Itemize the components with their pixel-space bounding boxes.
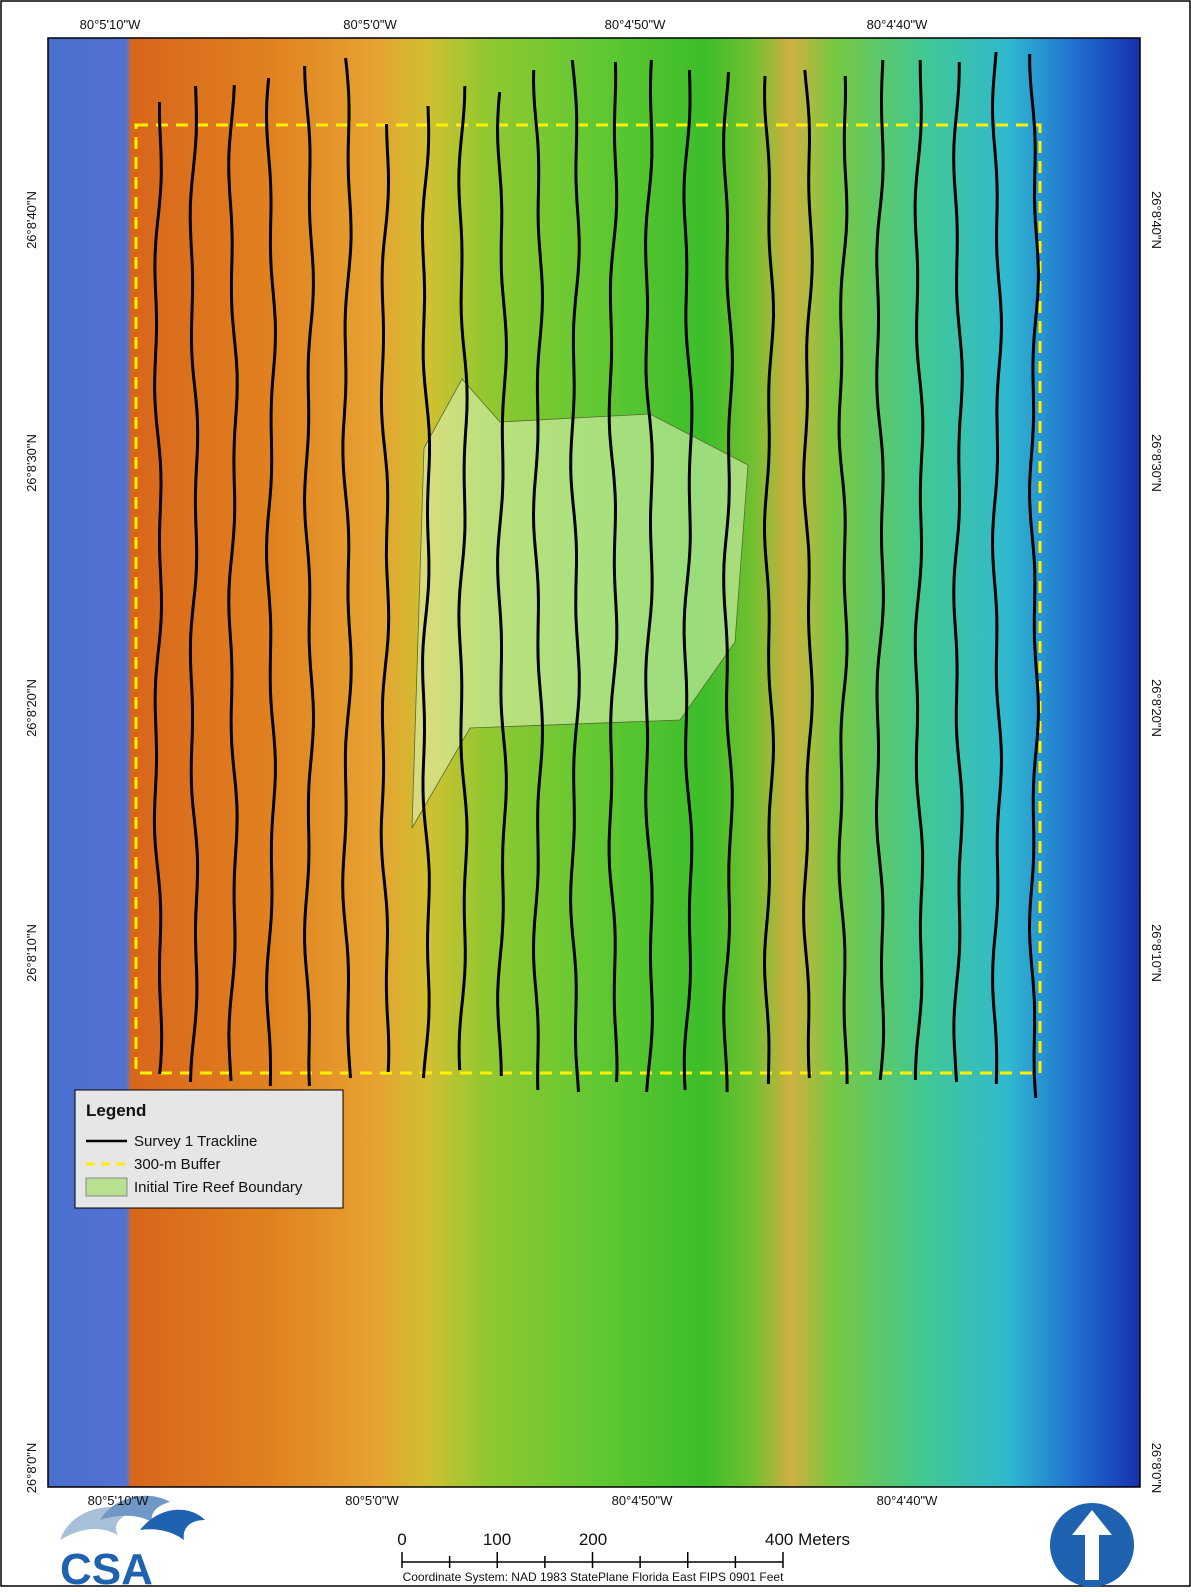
longitude-label: 80°4'40"W bbox=[867, 17, 928, 32]
legend-item: 300-m Buffer bbox=[134, 1156, 220, 1173]
scale-label: 200 bbox=[579, 1530, 607, 1549]
legend-title: Legend bbox=[86, 1101, 146, 1120]
latitude-label: 26°8'20"N bbox=[24, 679, 39, 737]
map-area bbox=[48, 38, 1140, 1487]
longitude-label: 80°4'40"W bbox=[877, 1493, 938, 1508]
map-page: Legend Survey 1 Trackline 300-m Buffer I… bbox=[0, 0, 1191, 1587]
latitude-label: 26°8'40"N bbox=[1149, 191, 1164, 249]
latitude-label: 26°8'10"N bbox=[24, 924, 39, 982]
scale-label: 0 bbox=[397, 1530, 406, 1549]
legend-item: Survey 1 Trackline bbox=[134, 1133, 257, 1150]
legend-reef-symbol bbox=[86, 1178, 127, 1196]
scale-label: 400 Meters bbox=[765, 1530, 850, 1549]
north-arrow bbox=[1050, 1503, 1134, 1587]
latitude-label: 26°8'40"N bbox=[24, 191, 39, 249]
coordinate-system: Coordinate System: NAD 1983 StatePlane F… bbox=[403, 1570, 785, 1584]
latitude-label: 26°8'0"N bbox=[24, 1443, 39, 1494]
longitude-label: 80°4'50"W bbox=[612, 1493, 673, 1508]
bathymetry bbox=[48, 38, 1140, 1487]
longitude-label: 80°5'0"W bbox=[343, 17, 397, 32]
latitude-label: 26°8'20"N bbox=[1149, 679, 1164, 737]
latitude-label: 26°8'30"N bbox=[1149, 434, 1164, 492]
latitude-label: 26°8'10"N bbox=[1149, 924, 1164, 982]
legend-item: Initial Tire Reef Boundary bbox=[134, 1179, 303, 1196]
longitude-label: 80°5'0"W bbox=[345, 1493, 399, 1508]
logo-text: CSA bbox=[60, 1545, 153, 1587]
latitude-label: 26°8'30"N bbox=[24, 434, 39, 492]
longitude-label: 80°4'50"W bbox=[605, 17, 666, 32]
longitude-label: 80°5'10"W bbox=[88, 1493, 149, 1508]
legend: Legend Survey 1 Trackline 300-m Buffer I… bbox=[75, 1090, 343, 1208]
scale-bar: 0 100 200 400 Meters Coordinate System: … bbox=[397, 1530, 850, 1584]
logo: CSA bbox=[60, 1496, 205, 1587]
longitude-label: 80°5'10"W bbox=[80, 17, 141, 32]
scale-label: 100 bbox=[483, 1530, 511, 1549]
latitude-label: 26°8'0"N bbox=[1149, 1443, 1164, 1494]
